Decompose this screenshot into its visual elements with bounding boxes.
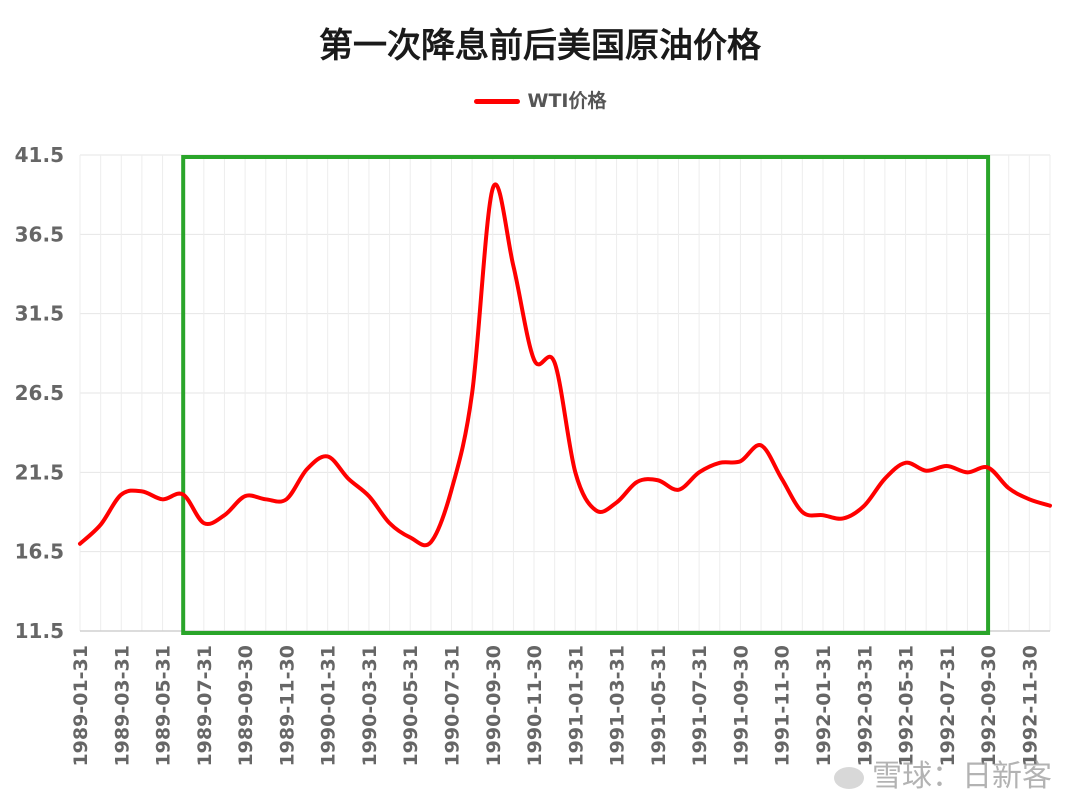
- x-tick-label: 1989-03-31: [111, 645, 133, 767]
- x-tick-label: 1991-09-30: [730, 645, 752, 767]
- y-tick-label: 36.5: [15, 222, 64, 246]
- series-layer: [78, 182, 1052, 548]
- x-tick-label: 1992-07-31: [937, 645, 959, 767]
- x-tick-label: 1992-01-31: [813, 645, 835, 767]
- y-axis-tick-labels: 11.5 16.5 21.5 26.5 31.5 36.5 41.5: [15, 143, 64, 643]
- x-tick-label: 1990-05-31: [400, 645, 422, 767]
- y-tick-label: 26.5: [15, 381, 64, 405]
- x-tick-label: 1992-09-30: [978, 645, 1000, 767]
- y-tick-label: 31.5: [15, 302, 64, 326]
- series-line-wti: [78, 182, 1052, 548]
- x-tick-label: 1989-11-30: [276, 645, 298, 767]
- highlight-box-layer: [181, 155, 991, 635]
- x-tick-label: 1991-01-31: [565, 645, 587, 767]
- x-tick-label: 1992-11-30: [1019, 645, 1041, 767]
- y-tick-label: 16.5: [15, 540, 64, 564]
- x-tick-label: 1992-03-31: [854, 645, 876, 767]
- x-tick-label: 1989-07-31: [194, 645, 216, 767]
- legend-swatch: [473, 99, 520, 104]
- watermark: 雪球：日新客: [834, 751, 1052, 795]
- x-tick-label: 1990-07-31: [441, 645, 463, 767]
- legend-label: WTI价格: [527, 90, 607, 112]
- watermark-text: 雪球：日新客: [872, 759, 1052, 794]
- highlight-box: [181, 155, 991, 635]
- x-tick-label: 1990-09-30: [483, 645, 505, 767]
- x-tick-label: 1992-05-31: [896, 645, 918, 767]
- x-axis-tick-labels: 1989-01-31 1989-03-31 1989-05-31 1989-07-31…: [70, 645, 1041, 767]
- y-tick-label: 21.5: [15, 460, 64, 484]
- x-tick-label: 1991-05-31: [648, 645, 670, 767]
- x-tick-label: 1989-09-30: [235, 645, 257, 767]
- x-tick-label: 1991-03-31: [607, 645, 629, 767]
- y-tick-label: 11.5: [15, 619, 64, 643]
- x-tick-label: 1990-01-31: [318, 645, 340, 767]
- chart-legend: WTI价格: [0, 86, 1080, 113]
- x-tick-label: 1991-07-31: [689, 645, 711, 767]
- x-tick-label: 1990-03-31: [359, 645, 381, 767]
- x-tick-label: 1990-11-30: [524, 645, 546, 767]
- chart-title: 第一次降息前后美国原油价格: [319, 26, 761, 66]
- x-tick-label: 1991-11-30: [772, 645, 794, 767]
- gridlines: [79, 154, 1051, 632]
- y-tick-label: 41.5: [15, 143, 64, 167]
- x-tick-label: 1989-05-31: [153, 645, 175, 767]
- watermark-logo-icon: [834, 766, 864, 789]
- x-tick-label: 1989-01-31: [70, 645, 92, 767]
